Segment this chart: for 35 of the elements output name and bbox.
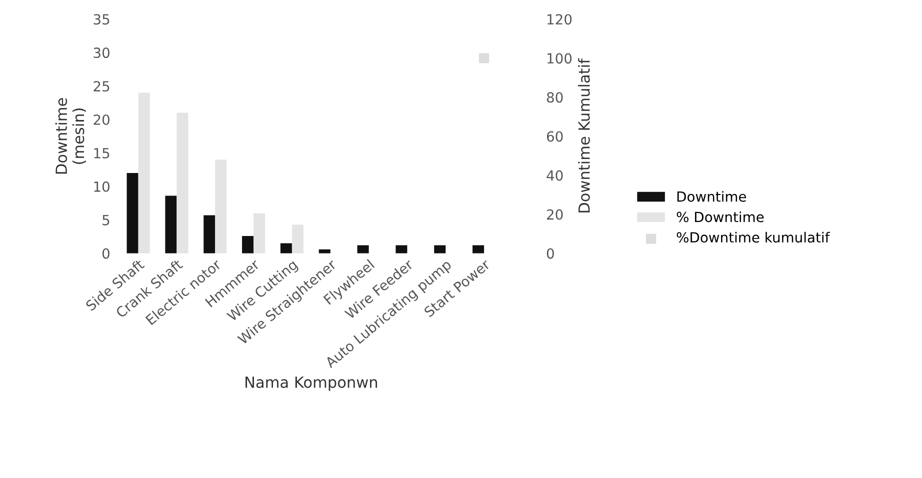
legend-label: %Downtime kumulatif (676, 232, 830, 243)
bar (242, 236, 254, 254)
bar (472, 245, 484, 254)
y-tick-label: 0 (102, 248, 110, 259)
y2-tick-label: 20 (547, 209, 563, 220)
bar (176, 112, 188, 254)
y2-axis-title: Downtime Kumulatif (578, 58, 590, 212)
y-tick-label: 5 (102, 215, 110, 226)
legend-label: % Downtime (676, 211, 764, 222)
y2-tick-label: 100 (548, 53, 572, 64)
bar (204, 215, 216, 254)
y-tick-label: 25 (94, 81, 110, 92)
bar (357, 245, 369, 254)
y-tick-label: 35 (94, 14, 110, 25)
y-tick-label: 10 (94, 181, 110, 192)
y-tick-label: 15 (94, 148, 110, 158)
bar (280, 243, 292, 254)
bar (292, 224, 304, 254)
bar (434, 245, 446, 254)
y-axis-title: Downtime (mesin) (55, 98, 86, 174)
y2-tick-label: 0 (546, 248, 554, 259)
y2-tick-label: 60 (546, 131, 563, 142)
bar (396, 245, 408, 254)
bar (165, 196, 177, 254)
bar (138, 92, 150, 254)
x-axis-title: Nama Komponwn (246, 376, 378, 391)
bar (254, 213, 266, 254)
y-tick-label: 30 (94, 48, 110, 58)
bar (215, 160, 227, 254)
y2-tick-label: 80 (546, 92, 563, 103)
y-tick-label: 20 (94, 114, 110, 125)
y2-tick-label: 120 (548, 14, 572, 25)
bar (126, 173, 138, 254)
y2-tick-label: 40 (546, 170, 563, 181)
legend-label: Downtime (677, 191, 746, 202)
